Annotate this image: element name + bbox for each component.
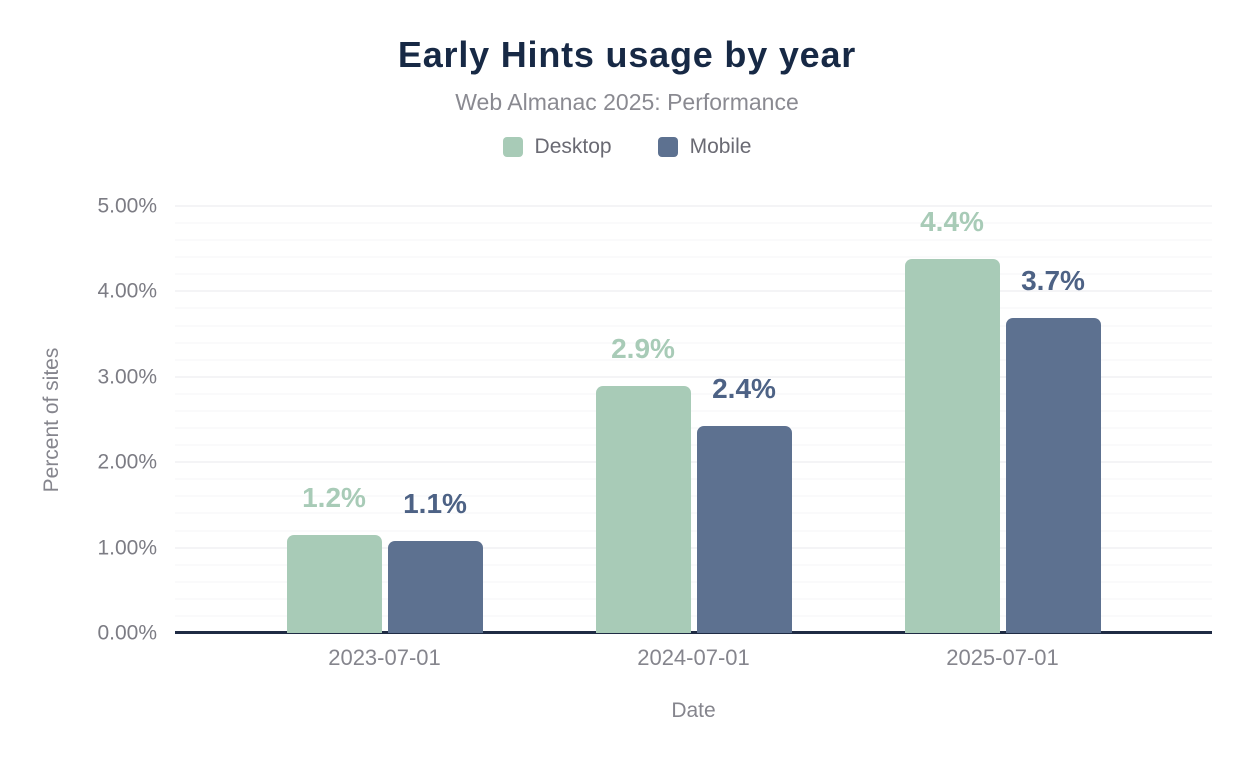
y-tick-label: 0.00% [97, 621, 157, 645]
major-gridline [175, 461, 1212, 463]
bar-desktop-2024-07-01[interactable]: 2.9% [595, 334, 691, 633]
bar-mobile-2024-07-01[interactable]: 2.4% [696, 374, 792, 633]
minor-gridline [175, 581, 1212, 583]
legend-item-desktop[interactable]: Desktop [502, 135, 612, 159]
bar-desktop-2025-07-01[interactable]: 4.4% [904, 206, 1000, 633]
legend-swatch-icon [502, 137, 523, 157]
x-axis-line [175, 631, 1212, 634]
bar-mobile-2025-07-01[interactable]: 3.7% [1005, 265, 1101, 633]
minor-gridline [175, 512, 1212, 514]
legend: Desktop Mobile [0, 134, 1254, 160]
legend-label: Mobile [689, 135, 752, 158]
bar-value-label: 1.1% [403, 487, 467, 519]
major-gridline [175, 290, 1212, 292]
minor-gridline [175, 273, 1212, 275]
minor-gridline [175, 410, 1212, 412]
x-tick-label: 2025-07-01 [946, 645, 1059, 670]
plot-area: Percent of sites 1.2% 1.1% 2.9% 2.4% 4.4% 3.7… [40, 196, 1212, 644]
y-tick-label: 4.00% [97, 279, 157, 303]
legend-item-mobile[interactable]: Mobile [657, 135, 752, 159]
y-tick-label: 2.00% [97, 450, 157, 474]
bar-desktop-2023-07-01[interactable]: 1.2% [286, 482, 382, 633]
minor-gridline [175, 222, 1212, 224]
bar-value-label: 2.4% [712, 373, 776, 405]
legend-label: Desktop [534, 135, 612, 158]
bar-group-2023-07-01: 1.2% 1.1% [230, 206, 539, 633]
minor-gridline [175, 256, 1212, 258]
x-axis-title: Date [671, 699, 716, 722]
y-tick-label: 5.00% [97, 194, 157, 218]
legend-swatch-icon [657, 137, 678, 157]
major-gridline [175, 547, 1212, 549]
bar-value-label: 3.7% [1021, 264, 1085, 296]
y-tick-label: 1.00% [97, 536, 157, 560]
minor-gridline [175, 444, 1212, 446]
minor-gridline [175, 478, 1212, 480]
bar-group-2024-07-01: 2.9% 2.4% [539, 206, 848, 633]
bar-group-2025-07-01: 4.4% 3.7% [848, 206, 1157, 633]
y-tick-label: 3.00% [97, 365, 157, 389]
minor-gridline [175, 325, 1212, 327]
x-tick-label: 2024-07-01 [637, 645, 750, 670]
minor-gridline [175, 598, 1212, 600]
x-axis-ticks: 2023-07-01 2024-07-01 2025-07-01 [175, 645, 1212, 671]
minor-gridline [175, 495, 1212, 497]
minor-gridline [175, 564, 1212, 566]
minor-gridline [175, 359, 1212, 361]
bar-value-label: 2.9% [611, 333, 675, 365]
bars-layer: 1.2% 1.1% 2.9% 2.4% 4.4% 3.7% [175, 206, 1212, 633]
bar-mobile-2023-07-01[interactable]: 1.1% [387, 488, 483, 633]
major-gridline [175, 205, 1212, 207]
major-gridline [175, 376, 1212, 378]
x-tick-label: 2023-07-01 [328, 645, 441, 670]
minor-gridline [175, 530, 1212, 532]
chart-subtitle: Web Almanac 2025: Performance [455, 89, 799, 115]
bar-value-label: 1.2% [302, 481, 366, 513]
minor-gridline [175, 239, 1212, 241]
minor-gridline [175, 307, 1212, 309]
minor-gridline [175, 615, 1212, 617]
minor-gridline [175, 427, 1212, 429]
minor-gridline [175, 342, 1212, 344]
bar-value-label: 4.4% [920, 205, 984, 237]
chart-title: Early Hints usage by year [397, 34, 857, 75]
minor-gridline [175, 393, 1212, 395]
